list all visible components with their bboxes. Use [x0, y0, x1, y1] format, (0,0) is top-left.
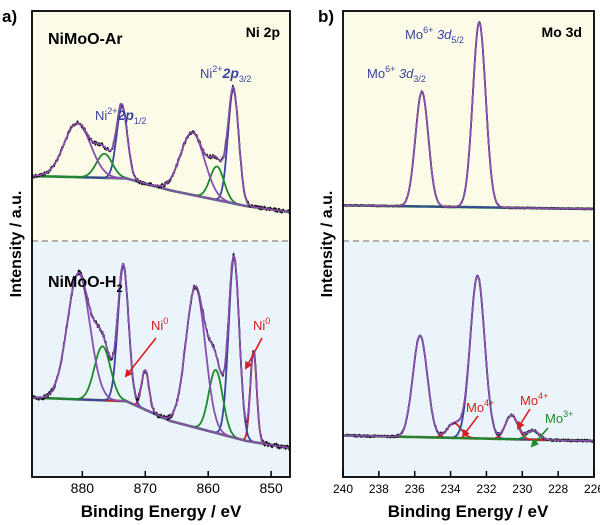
- x-tick-label: 870: [134, 480, 158, 496]
- panel-a-bottom-sample-label: NiMoO-H2: [48, 274, 123, 295]
- label-text: Ni: [200, 66, 212, 81]
- fitted-envelope: [31, 86, 291, 213]
- panel-a-xlabel: Binding Energy / eV: [81, 502, 242, 521]
- panel-b-ylabel: Intensity / a.u.: [319, 191, 336, 298]
- x-tick-label: 238: [369, 482, 389, 496]
- label-main: 2p: [222, 65, 240, 81]
- panel-b-letter: b): [318, 7, 334, 26]
- x-tick-label: 860: [197, 480, 221, 496]
- arrow-mo4-right: [516, 408, 531, 430]
- label-text: Mo: [520, 393, 538, 408]
- panel-a-x-ticks: 880 870 860 850: [71, 471, 283, 496]
- arrow-mo4-left: [461, 415, 479, 438]
- panel-b: 240238236234232230228226 b) Mo 3d Mo6+ 3…: [318, 7, 600, 521]
- peak-label-ni0-left: Ni0: [151, 316, 168, 333]
- label-sup: 2+: [107, 106, 117, 116]
- peak-label-mo6-3d52: Mo6+ 3d5/2: [405, 25, 464, 45]
- label-sub: 3/2: [413, 74, 426, 84]
- arrow-mo3: [530, 427, 549, 448]
- label-sup: 3+: [563, 409, 573, 419]
- fitted-envelope: [342, 21, 595, 210]
- label-sup: 4+: [538, 391, 548, 401]
- label-text: Mo: [466, 400, 484, 415]
- panel-a-ylabel: Intensity / a.u.: [8, 191, 25, 298]
- x-tick-label: 234: [441, 482, 461, 496]
- panel-a-letter: a): [2, 7, 17, 26]
- label-sup: 4+: [484, 398, 494, 408]
- label-text: Ni: [151, 318, 163, 333]
- label-main: 2p: [117, 107, 135, 123]
- panel-a-bottom-sample-main: NiMoO-H: [48, 274, 116, 291]
- panel-a-bottom-sample-sub: 2: [116, 283, 122, 295]
- panel-a-curves: [31, 84, 291, 451]
- panel-b-xlabel: Binding Energy / eV: [388, 502, 549, 521]
- panel-b-frame: [342, 10, 595, 478]
- panel-a-frame: [31, 10, 291, 478]
- label-main: 3d: [433, 27, 452, 42]
- panel-b-curves: [342, 21, 595, 443]
- panel-a: 880 870 860 850 a) Ni 2p NiMoO-Ar NiMoO-H2 …: [2, 7, 291, 521]
- fitted-envelope: [342, 274, 595, 442]
- label-sup: 2+: [212, 64, 222, 74]
- panel-b-element-label: Mo 3d: [542, 24, 582, 40]
- peak-label-ni0-right: Ni0: [253, 316, 270, 333]
- x-tick-label: 226: [584, 482, 600, 496]
- x-tick-label: 232: [476, 482, 496, 496]
- x-tick-label: 228: [548, 482, 568, 496]
- peak-label-ni2-2p12: Ni2+2p1/2: [95, 106, 146, 126]
- label-text: Ni: [253, 318, 265, 333]
- panel-b-top-background: [343, 11, 594, 241]
- label-text: Mo: [367, 66, 385, 81]
- label-text: Mo: [545, 411, 563, 426]
- peak-label-mo3: Mo3+: [545, 409, 573, 426]
- arrow-ni0-left: [124, 337, 157, 378]
- label-sup: 6+: [423, 25, 433, 35]
- peak-label-ni2-2p32: Ni2+2p3/2: [200, 64, 251, 84]
- x-tick-label: 880: [71, 480, 95, 496]
- label-text: Mo: [405, 27, 423, 42]
- panel-a-element-label: Ni 2p: [246, 24, 280, 40]
- x-tick-label: 230: [512, 482, 532, 496]
- label-sub: 3/2: [239, 74, 252, 84]
- label-main: 3d: [395, 66, 414, 81]
- x-tick-label: 240: [333, 482, 353, 496]
- x-tick-label: 850: [259, 480, 283, 496]
- label-sup: 6+: [385, 64, 395, 74]
- label-sup: 0: [163, 316, 168, 326]
- panel-a-top-sample-label: NiMoO-Ar: [48, 31, 123, 48]
- arrow-ni0-right: [245, 337, 263, 370]
- label-sup: 0: [265, 316, 270, 326]
- panel-b-x-ticks: 240 238 236 234 232 230 228 226: [333, 471, 600, 496]
- peak-label-mo4-right: Mo4+: [520, 391, 548, 408]
- peak-label-mo6-3d32: Mo6+ 3d3/2: [367, 64, 426, 84]
- x-tick-label: 236: [405, 482, 425, 496]
- label-sub: 5/2: [451, 35, 464, 45]
- label-sub: 1/2: [134, 116, 147, 126]
- peak-label-mo4-left: Mo4+: [466, 398, 494, 415]
- label-text: Ni: [95, 108, 107, 123]
- fitted-envelope: [31, 255, 291, 449]
